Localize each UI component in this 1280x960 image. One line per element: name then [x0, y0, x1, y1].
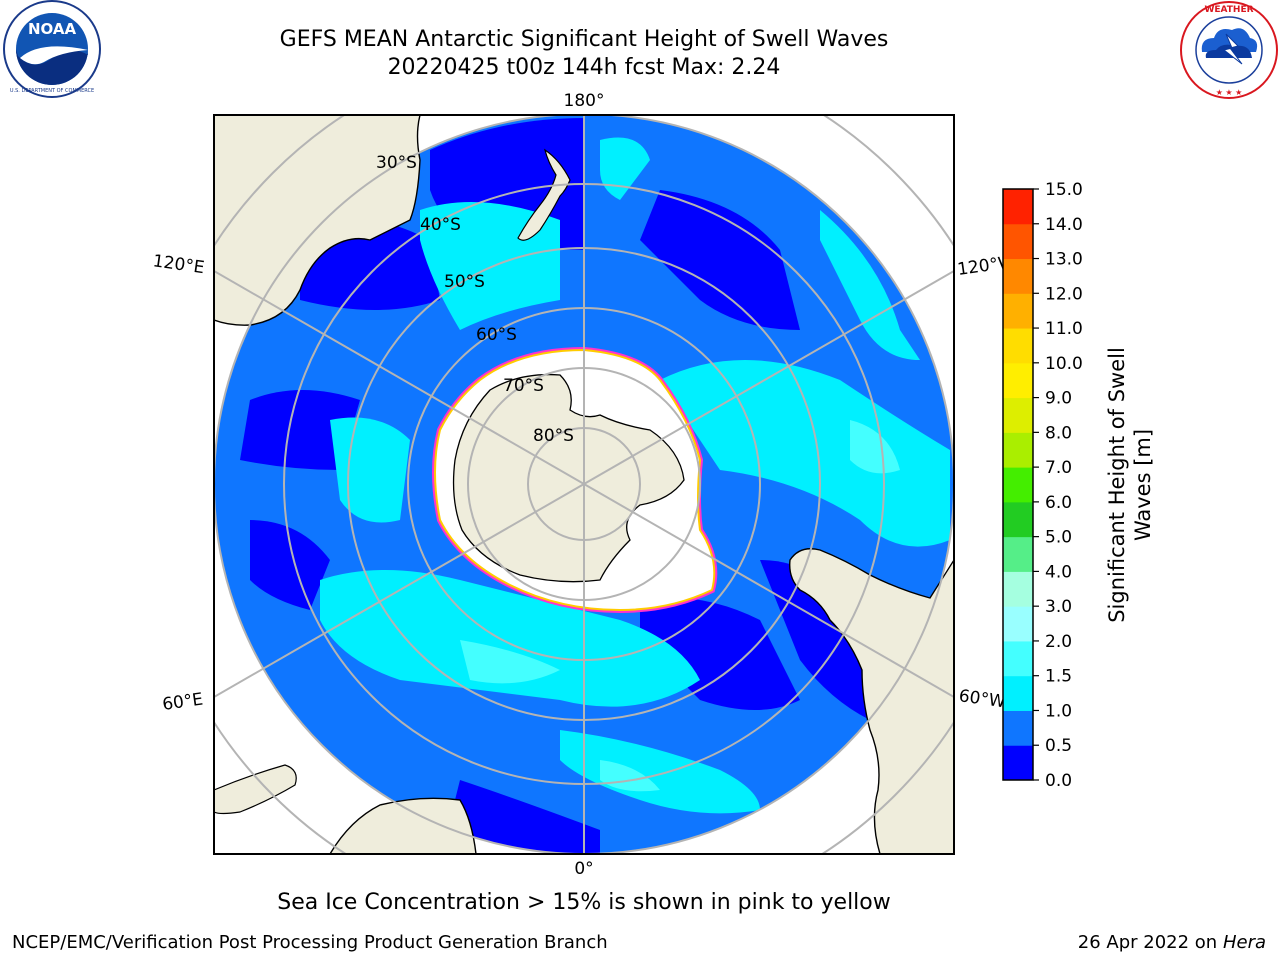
- colorbar-segment: [1003, 640, 1033, 677]
- colorbar-tick-label: 6.0: [1045, 493, 1072, 513]
- colorbar-segment: [1003, 606, 1033, 642]
- svg-text:WEATHER: WEATHER: [1204, 5, 1253, 15]
- colorbar-tick-label: 11.0: [1045, 319, 1083, 339]
- nws-logo: WEATHER ★ ★ ★: [1180, 1, 1278, 99]
- africa: [329, 797, 477, 854]
- footer-credit: NCEP/EMC/Verification Post Processing Pr…: [12, 932, 608, 953]
- lon-label-180: 180°: [564, 91, 605, 111]
- colorbar-tick-label: 3.0: [1045, 597, 1072, 617]
- colorbar-tick-label: 10.0: [1045, 354, 1083, 374]
- colorbar-tick-label: 15.0: [1045, 180, 1083, 200]
- colorbar-border: [1002, 188, 1034, 781]
- colorbar: 0.0 0.5 1.0 1.5 2.0 3.0 4.0 5.0 6.0 7.0 8.0 9.0 10.0…: [1002, 180, 1083, 791]
- colorbar-segment: [1003, 536, 1033, 572]
- lon-label-60e: 60°E: [161, 690, 204, 715]
- noaa-logo: NOAA U.S. DEPARTMENT OF COMMERCE: [3, 0, 101, 98]
- lon-label-0: 0°: [574, 859, 593, 879]
- madagascar: [214, 764, 297, 815]
- graticule: [214, 115, 954, 854]
- colorbar-label-line2: Waves [m]: [1131, 429, 1155, 541]
- chart-title: GEFS MEAN Antarctic Significant Height o…: [279, 27, 889, 52]
- colorbar-tick-label: 12.0: [1045, 284, 1083, 304]
- colorbar-tick-label: 1.0: [1045, 701, 1072, 721]
- chart-subtitle: 20220425 t00z 144h fcst Max: 2.24: [387, 55, 781, 80]
- australia-landmass: [214, 115, 421, 326]
- colorbar-tick-label: 2.0: [1045, 632, 1072, 652]
- colorbar-tick-label: 0.0: [1045, 771, 1072, 791]
- colorbar-segment: [1003, 223, 1033, 260]
- svg-text:NOAA: NOAA: [28, 20, 77, 38]
- colorbar-segment: [1003, 675, 1033, 711]
- colorbar-tick-label: 9.0: [1045, 389, 1072, 409]
- colorbar-segment: [1003, 293, 1033, 329]
- colorbar-tick-label: 1.5: [1045, 667, 1072, 687]
- lon-label-60w: 60°W: [958, 686, 1007, 712]
- colorbar-tick-label: 4.0: [1045, 562, 1072, 582]
- colorbar-tick-label: 5.0: [1045, 528, 1072, 548]
- lat-label-50s: 50°S: [444, 272, 485, 292]
- lat-label-70s: 70°S: [503, 376, 544, 396]
- lat-label-60s: 60°S: [476, 325, 517, 345]
- colorbar-tick-label: 7.0: [1045, 458, 1072, 478]
- colorbar-segment: [1003, 397, 1033, 433]
- lat-label-30s: 30°S: [376, 153, 417, 173]
- svg-text:U.S. DEPARTMENT OF COMMERCE: U.S. DEPARTMENT OF COMMERCE: [10, 88, 94, 94]
- new-zealand: [517, 148, 571, 241]
- colorbar-segment: [1003, 362, 1033, 399]
- colorbar-tick-label: 8.0: [1045, 423, 1072, 443]
- map-frame: [213, 114, 955, 855]
- footer-host: Hera: [1222, 932, 1266, 953]
- colorbar-segment: [1003, 189, 1033, 225]
- lat-label-40s: 40°S: [420, 215, 461, 235]
- colorbar-tick-label: 0.5: [1045, 736, 1072, 756]
- colorbar-segment: [1003, 710, 1033, 746]
- footer-date: 26 Apr 2022 on Hera: [1078, 932, 1266, 953]
- colorbar-segment: [1003, 745, 1033, 781]
- colorbar-label-line1: Significant Height of Swell: [1105, 347, 1129, 623]
- lat-label-80s: 80°S: [533, 426, 574, 446]
- colorbar-tick-label: 13.0: [1045, 250, 1083, 270]
- colorbar-segment: [1003, 328, 1033, 364]
- sea-ice-note: Sea Ice Concentration > 15% is shown in …: [277, 890, 891, 915]
- colorbar-segment: [1003, 258, 1033, 294]
- colorbar-tick-label: 14.0: [1045, 215, 1083, 235]
- colorbar-segment: [1003, 432, 1033, 468]
- antarctica: [452, 373, 685, 583]
- svg-text:★ ★ ★: ★ ★ ★: [1216, 88, 1243, 97]
- lon-label-120e: 120°E: [152, 251, 206, 278]
- colorbar-segment: [1003, 501, 1033, 538]
- colorbar-segment: [1003, 571, 1033, 607]
- footer-date-text: 26 Apr 2022 on: [1077, 932, 1223, 953]
- colorbar-segment: [1003, 467, 1033, 503]
